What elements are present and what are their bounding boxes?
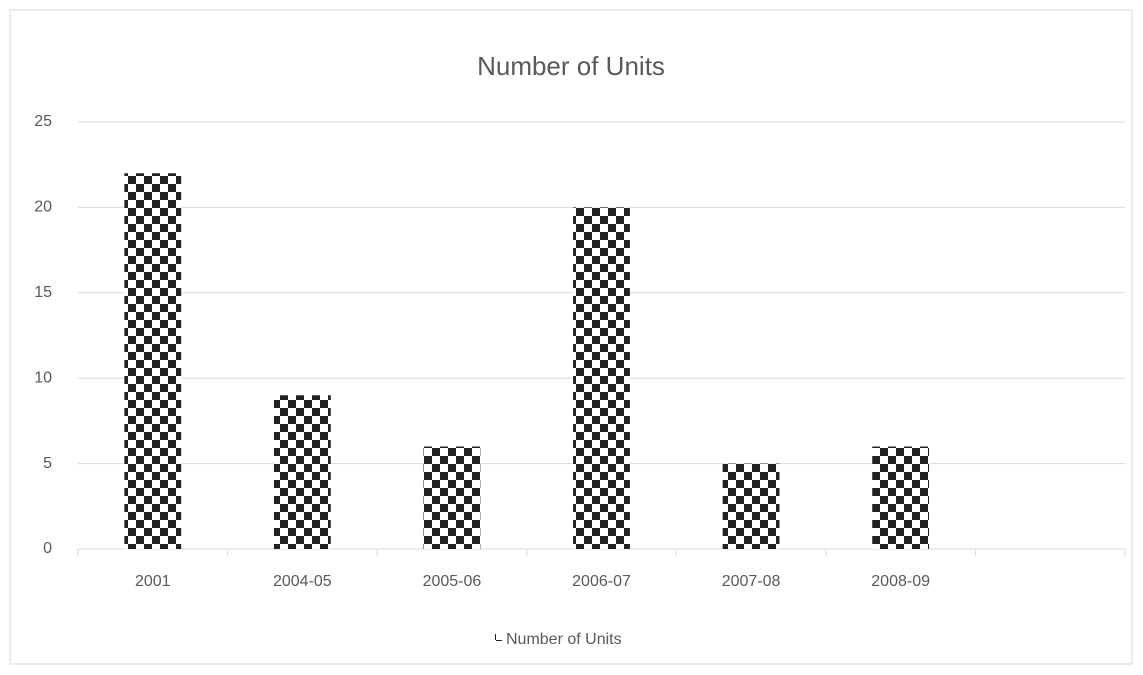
chart-title: Number of Units [477,51,665,81]
bar [573,207,630,549]
legend-swatch [495,634,502,641]
x-tick-label: 2004-05 [273,573,332,590]
y-tick-label: 15 [34,284,52,301]
bar [273,395,331,549]
x-tick-label: 2005-06 [423,573,482,590]
y-tick-label: 10 [34,369,52,386]
y-tick-label: 0 [43,540,52,557]
legend-label: Number of Units [506,631,622,648]
y-tick-label: 25 [34,113,52,130]
x-tick-label: 2008-09 [871,573,930,590]
y-tick-label: 20 [34,199,52,216]
y-tick-label: 5 [43,455,52,472]
bar [423,446,481,549]
chart-border [9,9,1133,665]
x-tick-label: 2006-07 [572,573,631,590]
x-tick-label: 2007-08 [722,573,781,590]
bar [872,446,930,549]
bar [124,173,182,550]
x-tick-label: 2001 [135,573,171,590]
bar [722,463,780,549]
